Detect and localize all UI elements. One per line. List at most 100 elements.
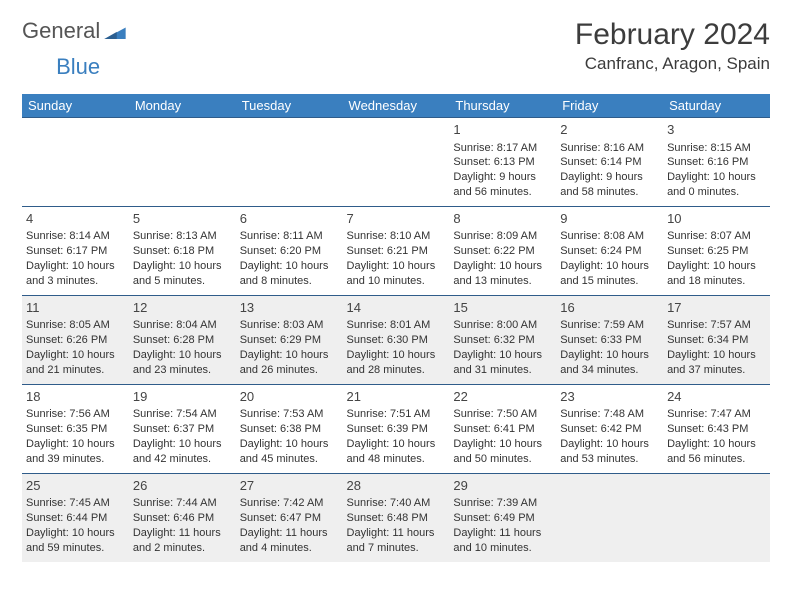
day-number: 14 (347, 299, 446, 317)
sunrise-line: Sunrise: 7:40 AM (347, 496, 446, 511)
sunrise-line: Sunrise: 8:11 AM (240, 229, 339, 244)
sunrise-line: Sunrise: 8:01 AM (347, 318, 446, 333)
sunset-line: Sunset: 6:16 PM (667, 155, 766, 170)
sunset-line: Sunset: 6:28 PM (133, 333, 232, 348)
sunrise-line: Sunrise: 7:47 AM (667, 407, 766, 422)
brand-part2: Blue (56, 54, 100, 80)
day-number: 21 (347, 388, 446, 406)
daylight-line: Daylight: 10 hours and 31 minutes. (453, 348, 552, 378)
calendar-cell: 28Sunrise: 7:40 AMSunset: 6:48 PMDayligh… (343, 473, 450, 561)
calendar-cell: 12Sunrise: 8:04 AMSunset: 6:28 PMDayligh… (129, 295, 236, 384)
calendar-cell (663, 473, 770, 561)
calendar-cell: 11Sunrise: 8:05 AMSunset: 6:26 PMDayligh… (22, 295, 129, 384)
daylight-line: Daylight: 10 hours and 34 minutes. (560, 348, 659, 378)
daylight-line: Daylight: 10 hours and 23 minutes. (133, 348, 232, 378)
calendar-cell: 2Sunrise: 8:16 AMSunset: 6:14 PMDaylight… (556, 118, 663, 207)
day-number: 23 (560, 388, 659, 406)
sunset-line: Sunset: 6:18 PM (133, 244, 232, 259)
calendar-cell (236, 118, 343, 207)
daylight-line: Daylight: 11 hours and 4 minutes. (240, 526, 339, 556)
calendar-week: 4Sunrise: 8:14 AMSunset: 6:17 PMDaylight… (22, 206, 770, 295)
sunset-line: Sunset: 6:30 PM (347, 333, 446, 348)
calendar-cell: 26Sunrise: 7:44 AMSunset: 6:46 PMDayligh… (129, 473, 236, 561)
day-number: 19 (133, 388, 232, 406)
day-header: Monday (129, 94, 236, 118)
day-number: 18 (26, 388, 125, 406)
daylight-line: Daylight: 10 hours and 5 minutes. (133, 259, 232, 289)
month-title: February 2024 (575, 18, 770, 52)
sunrise-line: Sunrise: 7:45 AM (26, 496, 125, 511)
sunrise-line: Sunrise: 7:51 AM (347, 407, 446, 422)
calendar-cell: 22Sunrise: 7:50 AMSunset: 6:41 PMDayligh… (449, 384, 556, 473)
sunrise-line: Sunrise: 7:42 AM (240, 496, 339, 511)
daylight-line: Daylight: 10 hours and 15 minutes. (560, 259, 659, 289)
sunset-line: Sunset: 6:43 PM (667, 422, 766, 437)
sunrise-line: Sunrise: 8:16 AM (560, 141, 659, 156)
sunrise-line: Sunrise: 8:00 AM (453, 318, 552, 333)
day-number: 26 (133, 477, 232, 495)
calendar-cell (129, 118, 236, 207)
sunset-line: Sunset: 6:20 PM (240, 244, 339, 259)
calendar-cell: 7Sunrise: 8:10 AMSunset: 6:21 PMDaylight… (343, 206, 450, 295)
day-number: 11 (26, 299, 125, 317)
day-header: Thursday (449, 94, 556, 118)
daylight-line: Daylight: 10 hours and 8 minutes. (240, 259, 339, 289)
sunrise-line: Sunrise: 7:57 AM (667, 318, 766, 333)
calendar-cell: 23Sunrise: 7:48 AMSunset: 6:42 PMDayligh… (556, 384, 663, 473)
day-number: 16 (560, 299, 659, 317)
sunset-line: Sunset: 6:42 PM (560, 422, 659, 437)
sunrise-line: Sunrise: 8:15 AM (667, 141, 766, 156)
calendar-head: SundayMondayTuesdayWednesdayThursdayFrid… (22, 94, 770, 118)
day-number: 2 (560, 121, 659, 139)
day-number: 6 (240, 210, 339, 228)
day-number: 27 (240, 477, 339, 495)
day-number: 3 (667, 121, 766, 139)
sunrise-line: Sunrise: 8:07 AM (667, 229, 766, 244)
calendar-week: 25Sunrise: 7:45 AMSunset: 6:44 PMDayligh… (22, 473, 770, 561)
calendar-cell: 17Sunrise: 7:57 AMSunset: 6:34 PMDayligh… (663, 295, 770, 384)
calendar-cell: 5Sunrise: 8:13 AMSunset: 6:18 PMDaylight… (129, 206, 236, 295)
sunset-line: Sunset: 6:44 PM (26, 511, 125, 526)
daylight-line: Daylight: 10 hours and 59 minutes. (26, 526, 125, 556)
sunset-line: Sunset: 6:32 PM (453, 333, 552, 348)
sunset-line: Sunset: 6:35 PM (26, 422, 125, 437)
daylight-line: Daylight: 11 hours and 2 minutes. (133, 526, 232, 556)
day-number: 5 (133, 210, 232, 228)
day-number: 20 (240, 388, 339, 406)
sunset-line: Sunset: 6:48 PM (347, 511, 446, 526)
calendar-cell: 19Sunrise: 7:54 AMSunset: 6:37 PMDayligh… (129, 384, 236, 473)
sunset-line: Sunset: 6:41 PM (453, 422, 552, 437)
sunrise-line: Sunrise: 7:54 AM (133, 407, 232, 422)
daylight-line: Daylight: 11 hours and 7 minutes. (347, 526, 446, 556)
sunset-line: Sunset: 6:25 PM (667, 244, 766, 259)
day-number: 1 (453, 121, 552, 139)
sunrise-line: Sunrise: 8:17 AM (453, 141, 552, 156)
daylight-line: Daylight: 10 hours and 45 minutes. (240, 437, 339, 467)
sunrise-line: Sunrise: 8:08 AM (560, 229, 659, 244)
day-number: 12 (133, 299, 232, 317)
calendar-table: SundayMondayTuesdayWednesdayThursdayFrid… (22, 94, 770, 562)
sunset-line: Sunset: 6:26 PM (26, 333, 125, 348)
brand-triangle-icon (104, 23, 126, 39)
sunset-line: Sunset: 6:33 PM (560, 333, 659, 348)
calendar-cell: 15Sunrise: 8:00 AMSunset: 6:32 PMDayligh… (449, 295, 556, 384)
location-subtitle: Canfranc, Aragon, Spain (575, 54, 770, 74)
calendar-cell (22, 118, 129, 207)
day-number: 10 (667, 210, 766, 228)
sunset-line: Sunset: 6:34 PM (667, 333, 766, 348)
daylight-line: Daylight: 9 hours and 56 minutes. (453, 170, 552, 200)
day-number: 7 (347, 210, 446, 228)
sunset-line: Sunset: 6:22 PM (453, 244, 552, 259)
day-number: 17 (667, 299, 766, 317)
calendar-cell: 16Sunrise: 7:59 AMSunset: 6:33 PMDayligh… (556, 295, 663, 384)
daylight-line: Daylight: 10 hours and 10 minutes. (347, 259, 446, 289)
calendar-cell: 6Sunrise: 8:11 AMSunset: 6:20 PMDaylight… (236, 206, 343, 295)
daylight-line: Daylight: 10 hours and 28 minutes. (347, 348, 446, 378)
day-number: 8 (453, 210, 552, 228)
calendar-cell (343, 118, 450, 207)
calendar-week: 11Sunrise: 8:05 AMSunset: 6:26 PMDayligh… (22, 295, 770, 384)
day-header: Wednesday (343, 94, 450, 118)
day-header: Tuesday (236, 94, 343, 118)
calendar-cell (556, 473, 663, 561)
sunset-line: Sunset: 6:21 PM (347, 244, 446, 259)
